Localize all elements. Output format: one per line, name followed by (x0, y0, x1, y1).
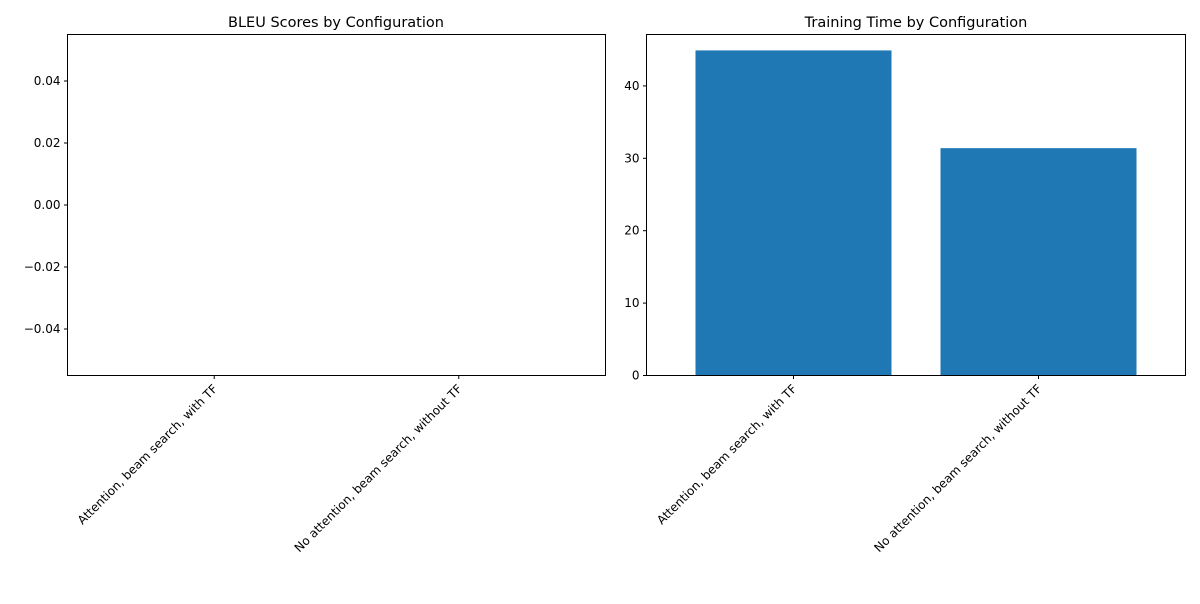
x-tick: Attention, beam search, with TF (654, 375, 800, 528)
chart-title: Training Time by Configuration (804, 15, 1028, 31)
y-tick: −0.04 (24, 322, 68, 336)
y-tick: 20 (624, 224, 647, 238)
x-tick-label: Attention, beam search, with TF (654, 382, 800, 528)
x-tick-label: No attention, beam search, without TF (292, 382, 465, 555)
bleu-chart: BLEU Scores by Configuration 0.040.020.0… (24, 15, 606, 555)
bar (695, 50, 892, 376)
plot-frame (646, 34, 1186, 376)
y-tick: −0.02 (24, 260, 68, 274)
y-tick: 40 (624, 79, 647, 93)
x-tick: Attention, beam search, with TF (75, 375, 221, 528)
x-axis: Attention, beam search, with TF No attent… (75, 375, 465, 555)
x-tick: No attention, beam search, without TF (871, 375, 1045, 555)
y-tick: 10 (624, 296, 647, 310)
y-tick-label: 0.04 (34, 74, 61, 88)
y-tick-label: 30 (624, 151, 639, 165)
bar (940, 148, 1137, 376)
y-tick: 0.04 (34, 74, 68, 88)
bars (695, 50, 1137, 376)
y-tick-label: 20 (624, 224, 639, 238)
x-tick-label: Attention, beam search, with TF (75, 382, 221, 528)
y-tick-label: 0 (632, 369, 640, 383)
y-tick-label: 0.02 (34, 136, 61, 150)
y-tick: 0.00 (34, 198, 68, 212)
y-tick-label: −0.02 (24, 260, 61, 274)
x-tick-label: No attention, beam search, without TF (871, 382, 1044, 555)
y-axis: 0.04 0.02 0.00 −0.02 −0.04 (24, 74, 68, 336)
y-tick: 30 (624, 151, 647, 165)
chart-title: BLEU Scores by Configuration (228, 15, 444, 31)
y-tick-label: 40 (624, 79, 639, 93)
y-tick-label: 0.00 (34, 198, 61, 212)
y-tick: 0 (632, 369, 647, 383)
y-axis: 40 30 20 10 0 (624, 79, 647, 383)
y-tick: 0.02 (34, 136, 68, 150)
x-axis: Attention, beam search, with TF No attent… (654, 375, 1045, 555)
training-time-chart: Training Time by Configuration 40 30 20 10 0… (624, 15, 1186, 555)
plot-frame (67, 34, 606, 376)
y-tick-label: 10 (624, 296, 639, 310)
y-tick-label: −0.04 (24, 322, 61, 336)
x-tick: No attention, beam search, without TF (292, 375, 465, 555)
